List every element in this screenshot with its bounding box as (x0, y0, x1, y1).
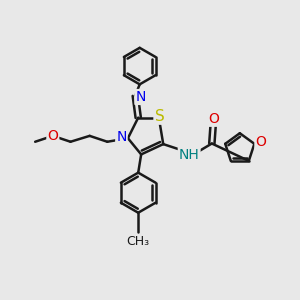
Text: O: O (208, 112, 219, 126)
Text: CH₃: CH₃ (127, 236, 150, 248)
Text: N: N (135, 90, 146, 104)
Text: N: N (116, 130, 127, 144)
Text: O: O (255, 135, 266, 149)
Text: S: S (154, 109, 164, 124)
Text: NH: NH (179, 148, 200, 162)
Text: O: O (47, 129, 58, 143)
